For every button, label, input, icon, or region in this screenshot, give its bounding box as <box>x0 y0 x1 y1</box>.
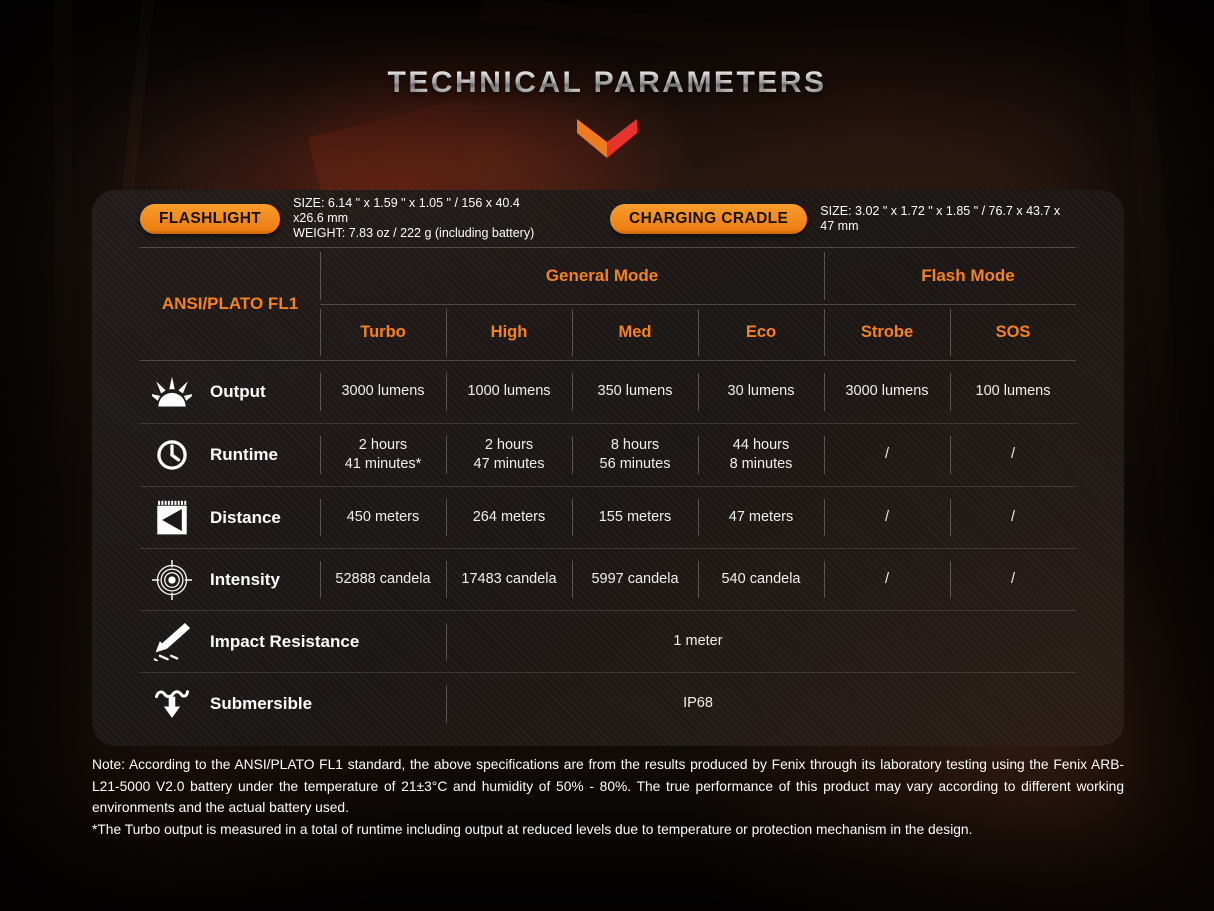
output-med: 350 lumens <box>572 361 698 424</box>
row-label-text: Impact Resistance <box>210 631 360 651</box>
impact-resistance-value: 1 meter <box>446 611 1076 673</box>
runtime-high: 2 hours 47 minutes <box>446 424 572 487</box>
page-title: TECHNICAL PARAMETERS <box>0 66 1214 100</box>
intensity-sos: / <box>950 549 1076 611</box>
spec-table: ANSI/PLATO FL1 General Mode Flash Mode T… <box>140 248 1076 735</box>
charging-cradle-specs: SIZE: 3.02 " x 1.72 " x 1.85 " / 76.7 x … <box>820 203 1061 233</box>
flashlight-pill-button[interactable]: FLASHLIGHT <box>140 203 281 234</box>
distance-med: 155 meters <box>572 487 698 549</box>
runtime-sos: / <box>950 424 1076 487</box>
product-header-row: FLASHLIGHT SIZE: 6.14 " x 1.59 " x 1.05 … <box>140 190 1076 248</box>
submersible-value: IP68 <box>446 673 1076 735</box>
row-label-text: Distance <box>210 507 281 527</box>
background-girder <box>1123 0 1199 701</box>
background-roof-beam <box>479 0 901 72</box>
intensity-med: 5997 candela <box>572 549 698 611</box>
output-sos: 100 lumens <box>950 361 1076 424</box>
row-label-output: Output <box>140 361 320 424</box>
distance-high: 264 meters <box>446 487 572 549</box>
runtime-turbo: 2 hours 41 minutes* <box>320 424 446 487</box>
target-icon <box>150 558 194 602</box>
distance-turbo: 450 meters <box>320 487 446 549</box>
column-header-med: Med <box>572 305 698 361</box>
distance-eco: 47 meters <box>698 487 824 549</box>
output-eco: 30 lumens <box>698 361 824 424</box>
note-asterisk: *The Turbo output is measured in a total… <box>92 821 973 837</box>
beam-distance-icon <box>150 496 194 540</box>
row-label-intensity: Intensity <box>140 549 320 611</box>
intensity-turbo: 52888 candela <box>320 549 446 611</box>
distance-sos: / <box>950 487 1076 549</box>
submersible-icon <box>150 682 194 726</box>
row-label-distance: Distance <box>140 487 320 549</box>
charging-cradle-pill-button[interactable]: CHARGING CRADLE <box>610 203 808 234</box>
row-label-text: Intensity <box>210 569 280 589</box>
column-header-sos: SOS <box>950 305 1076 361</box>
intensity-eco: 540 candela <box>698 549 824 611</box>
output-strobe: 3000 lumens <box>824 361 950 424</box>
row-label-text: Runtime <box>210 445 278 464</box>
column-header-eco: Eco <box>698 305 824 361</box>
row-label-text: Submersible <box>210 694 313 713</box>
column-header-high: High <box>446 305 572 361</box>
table-corner-header: ANSI/PLATO FL1 <box>140 248 320 361</box>
burst-icon <box>150 370 194 414</box>
runtime-med: 8 hours 56 minutes <box>572 424 698 487</box>
intensity-high: 17483 candela <box>446 549 572 611</box>
note-main: Note: According to the ANSI/PLATO FL1 st… <box>92 757 1124 815</box>
spec-panel: FLASHLIGHT SIZE: 6.14 " x 1.59 " x 1.05 … <box>92 190 1124 746</box>
row-label-impact-resistance: Impact Resistance <box>140 611 446 673</box>
footnotes: Note: According to the ANSI/PLATO FL1 st… <box>92 754 1124 840</box>
row-label-runtime: Runtime <box>140 424 320 487</box>
intensity-strobe: / <box>824 549 950 611</box>
impact-icon <box>150 620 194 664</box>
column-header-turbo: Turbo <box>320 305 446 361</box>
output-high: 1000 lumens <box>446 361 572 424</box>
runtime-strobe: / <box>824 424 950 487</box>
output-turbo: 3000 lumens <box>320 361 446 424</box>
group-header-flash-mode: Flash Mode <box>824 248 1076 305</box>
clock-icon <box>150 433 194 477</box>
brand-chevron-icon <box>577 119 637 158</box>
flashlight-specs: SIZE: 6.14 " x 1.59 " x 1.05 " / 156 x 4… <box>293 196 535 240</box>
group-header-general-mode: General Mode <box>320 248 824 305</box>
row-label-text: Output <box>210 382 266 401</box>
column-header-strobe: Strobe <box>824 305 950 361</box>
distance-strobe: / <box>824 487 950 549</box>
row-label-submersible: Submersible <box>140 673 446 735</box>
runtime-eco: 44 hours 8 minutes <box>698 424 824 487</box>
